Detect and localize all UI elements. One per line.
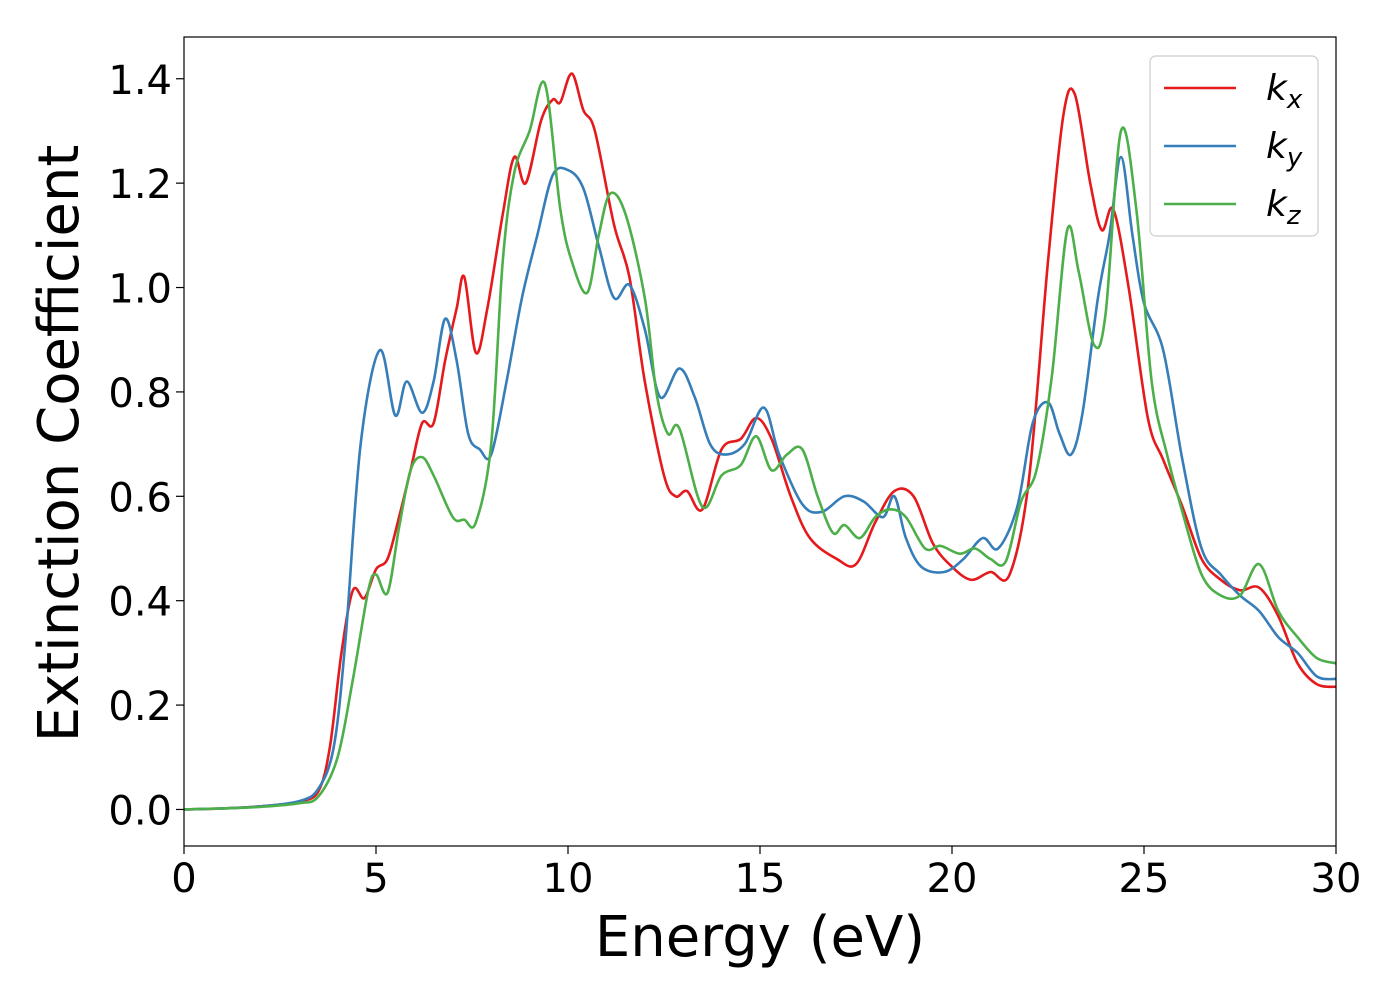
x-tick-label: 25 [1119, 856, 1170, 902]
axes-layer: 0 5 10 15 20 25 30 0.0 0.2 0.4 0.6 0.8 1.0 1.2 1.4 [108, 36, 1362, 902]
y-tick-label: 1.2 [108, 162, 172, 208]
x-tick-label: 20 [927, 856, 978, 902]
series-layer [184, 72, 1336, 811]
legend-label-kx: kx [1266, 68, 1303, 115]
y-tick-label: 0.0 [108, 788, 172, 834]
y-tick-label: 1.4 [108, 58, 172, 104]
y-tick-label: 0.2 [108, 684, 172, 730]
series-line-ky [184, 155, 1336, 811]
y-tick-label: 1.0 [108, 267, 172, 313]
x-tick-label: 30 [1311, 856, 1362, 902]
legend-label-ky: ky [1266, 126, 1303, 173]
y-tick-label: 0.8 [108, 371, 172, 417]
legend-label-kz: kz [1266, 184, 1302, 231]
x-axis-label: Energy (eV) [595, 905, 925, 970]
y-tick-label: 0.4 [108, 580, 172, 626]
y-tick-label: 0.6 [108, 475, 172, 521]
x-tick-label: 5 [363, 856, 388, 902]
series-line-kz [184, 80, 1336, 811]
y-axis-label: Extinction Coefficient [27, 145, 92, 743]
legend: kx ky kz [1149, 55, 1319, 237]
x-tick-label: 10 [543, 856, 594, 902]
x-tick-label: 15 [735, 856, 786, 902]
x-tick-label: 0 [171, 856, 196, 902]
